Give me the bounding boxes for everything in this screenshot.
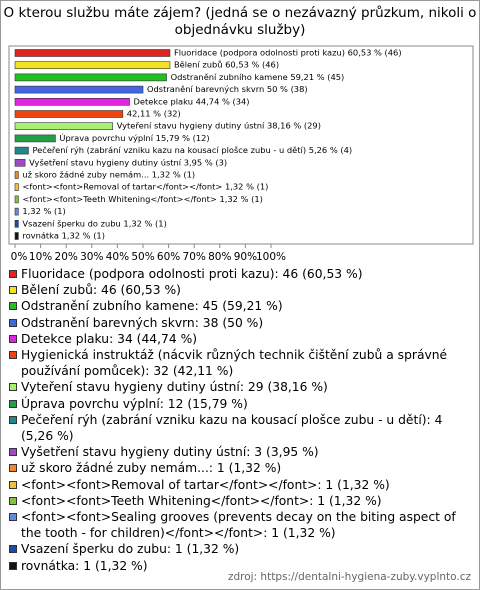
legend-swatch — [9, 270, 17, 278]
legend-swatch — [9, 545, 17, 554]
bar — [14, 85, 144, 94]
legend-item: Odstranění zubního kamene: 45 (59,21 %) — [9, 298, 471, 314]
legend-label: <font><font>Sealing grooves (prevents de… — [21, 510, 456, 541]
legend-swatch — [9, 513, 17, 522]
legend-item: Detekce plaku: 34 (44,74 %) — [9, 331, 471, 347]
legend: Fluoridace (podpora odolnosti proti kazu… — [9, 266, 471, 574]
legend-item: Pečeření rýh (zabrání vzniku kazu na kou… — [9, 412, 471, 444]
legend-label: Detekce plaku: 34 (44,74 %) — [21, 331, 198, 346]
x-tick-label: 30% — [80, 251, 103, 263]
bar — [14, 134, 56, 143]
legend-item: Vsazení šperku do zubu: 1 (1,32 %) — [9, 541, 471, 557]
bar — [14, 195, 19, 204]
x-tick-label: 100% — [256, 251, 286, 263]
legend-swatch — [9, 480, 17, 489]
bar-label: <font><font>Removal of tartar</font></fo… — [22, 182, 268, 192]
legend-item: Vyteření stavu hygieny dutiny ústní: 29 … — [9, 379, 471, 395]
bar-label: Úprava povrchu výplní 15,79 % (12) — [59, 132, 209, 143]
bar — [14, 122, 113, 130]
bar — [14, 146, 29, 155]
chart: 0% 10% 20% 30% 40% 50% 60% 70% 80% 90%100% Fluorid… — [8, 45, 474, 263]
legend-item: Vyšetření stavu hygieny dutiny ústní: 3 … — [9, 444, 471, 460]
legend-swatch — [9, 561, 17, 570]
legend-swatch — [9, 318, 17, 327]
chart-title: O kterou službu máte zájem? (jedná se o … — [3, 5, 477, 38]
bar — [14, 207, 19, 216]
bar — [14, 61, 171, 70]
legend-label: Vyšetření stavu hygieny dutiny ústní: 3 … — [21, 445, 319, 460]
legend-label: Hygienická instruktáž (nácvik různých te… — [21, 348, 448, 379]
x-tick-label: 90% — [234, 251, 257, 263]
legend-item: <font><font>Sealing grooves (prevents de… — [9, 509, 471, 541]
legend-label: Pečeření rýh (zabrání vzniku kazu na kou… — [21, 412, 443, 444]
legend-item: <font><font>Teeth Whitening</font></font… — [9, 493, 471, 509]
bar — [14, 171, 19, 179]
legend-swatch — [9, 415, 17, 424]
legend-label: rovnátka: 1 (1,32 %) — [21, 558, 148, 573]
legend-swatch — [9, 448, 17, 457]
bar-label: 1,32 % (1) — [22, 206, 65, 216]
legend-item: Fluoridace (podpora odolnosti proti kazu… — [9, 266, 471, 282]
x-tick-label: 70% — [183, 251, 206, 263]
legend-label: Úprava povrchu výplní: 12 (15,79 %) — [21, 396, 248, 411]
x-tick-label: 20% — [55, 251, 78, 263]
bar-label: Odstranění barevných skvrn 50 % (38) — [147, 84, 308, 94]
legend-item: rovnátka: 1 (1,32 %) — [9, 558, 471, 574]
bar-label: Odstranění zubního kamene 59,21 % (45) — [171, 72, 345, 82]
legend-swatch — [9, 464, 17, 473]
legend-label: Bělení zubů: 46 (60,53 %) — [21, 283, 181, 298]
legend-item: Úprava povrchu výplní: 12 (15,79 %) — [9, 396, 471, 412]
legend-label: Vsazení šperku do zubu: 1 (1,32 %) — [21, 542, 240, 557]
bar-label: 42,11 % (32) — [127, 109, 181, 119]
x-tick-label: 80% — [208, 251, 231, 263]
x-tick-label: 60% — [157, 251, 180, 263]
x-tick-label: 40% — [106, 251, 129, 263]
bar-label: Vyteření stavu hygieny dutiny ústní 38,1… — [117, 121, 321, 131]
legend-item: už skoro žádné zuby nemám...: 1 (1,32 %) — [9, 460, 471, 476]
legend-swatch — [9, 351, 17, 360]
bar-label: Pečeření rýh (zabrání vzniku kazu na kou… — [32, 145, 352, 155]
legend-swatch — [9, 383, 17, 392]
legend-swatch — [9, 496, 17, 505]
bar — [14, 159, 26, 167]
legend-label: <font><font>Teeth Whitening</font></font… — [21, 493, 382, 508]
bar-label: už skoro žádné zuby nemám... 1,32 % (1) — [22, 170, 195, 180]
bar — [14, 73, 167, 82]
legend-swatch — [9, 286, 17, 295]
bar — [14, 220, 19, 228]
legend-label: Fluoridace (podpora odolnosti proti kazu… — [21, 267, 363, 281]
x-tick-label: 0% — [11, 251, 28, 263]
legend-swatch — [9, 302, 17, 311]
legend-item: Bělení zubů: 46 (60,53 %) — [9, 282, 471, 298]
bar-label: Bělení zubů 60,53 % (46) — [174, 60, 279, 70]
legend-item: Odstranění barevných skvrn: 38 (50 %) — [9, 315, 471, 331]
bar-label: Vyšetření stavu hygieny dutiny ústní 3,9… — [29, 157, 227, 167]
x-tick-label: 10% — [29, 251, 52, 263]
legend-label: Vyteření stavu hygieny dutiny ústní: 29 … — [21, 380, 328, 395]
bar-label: Vsazení šperku do zubu 1,32 % (1) — [22, 218, 166, 228]
legend-item: <font><font>Removal of tartar</font></fo… — [9, 477, 471, 493]
legend-label: <font><font>Removal of tartar</font></fo… — [21, 477, 390, 492]
bar-label: Fluoridace (podpora odolnosti proti kazu… — [174, 48, 402, 58]
legend-label: Odstranění barevných skvrn: 38 (50 %) — [21, 315, 264, 330]
legend-label: už skoro žádné zuby nemám...: 1 (1,32 %) — [21, 461, 282, 476]
source: zdroj: https://dentalni-hygiena-zuby.vyp… — [227, 571, 471, 583]
bar-label: <font><font>Teeth Whitening</font></font… — [22, 194, 263, 204]
legend-label: Odstranění zubního kamene: 45 (59,21 %) — [21, 299, 283, 314]
bar — [14, 110, 124, 118]
bar — [14, 49, 171, 57]
legend-item: Hygienická instruktáž (nácvik různých te… — [9, 347, 471, 379]
legend-swatch — [9, 334, 17, 343]
bar-label: rovnátka 1,32 % (1) — [22, 231, 105, 241]
bar-label: Detekce plaku 44,74 % (34) — [134, 96, 250, 106]
bar — [14, 232, 19, 240]
bar — [14, 98, 130, 106]
x-tick-label: 50% — [131, 251, 154, 263]
legend-swatch — [9, 399, 17, 408]
bar — [14, 183, 19, 191]
